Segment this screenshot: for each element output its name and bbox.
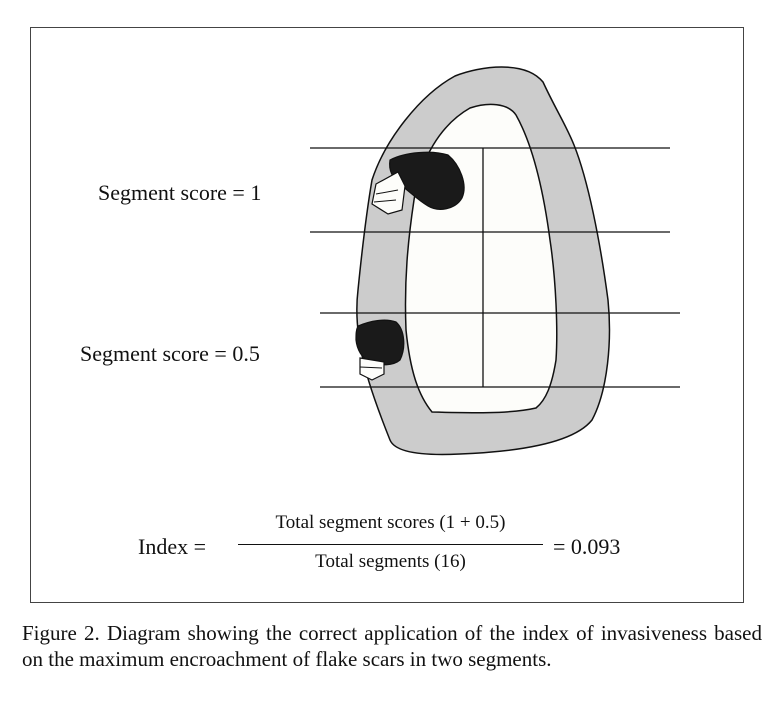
lower-step-flake-line bbox=[359, 366, 383, 369]
lower-step-flakes bbox=[359, 357, 385, 381]
segment-score-lower-label: Segment score = 0.5 bbox=[80, 341, 260, 366]
upper-step-flake-line-1 bbox=[375, 189, 399, 195]
segment-score-upper-label: Segment score = 1 bbox=[98, 180, 262, 205]
index-label: Index = bbox=[138, 534, 206, 559]
figure-frame bbox=[30, 27, 744, 603]
formula-denominator: Total segments (16) bbox=[315, 551, 466, 572]
upper-step-flakes bbox=[371, 171, 406, 215]
fraction-bar bbox=[238, 544, 543, 545]
formula-numerator: Total segment scores (1 + 0.5) bbox=[275, 512, 506, 533]
lower-flake-scar bbox=[355, 319, 405, 366]
formula-result: = 0.093 bbox=[553, 534, 621, 559]
upper-step-flake-line-2 bbox=[373, 199, 397, 203]
figure-caption: Figure 2. Diagram showing the correct ap… bbox=[22, 621, 762, 671]
